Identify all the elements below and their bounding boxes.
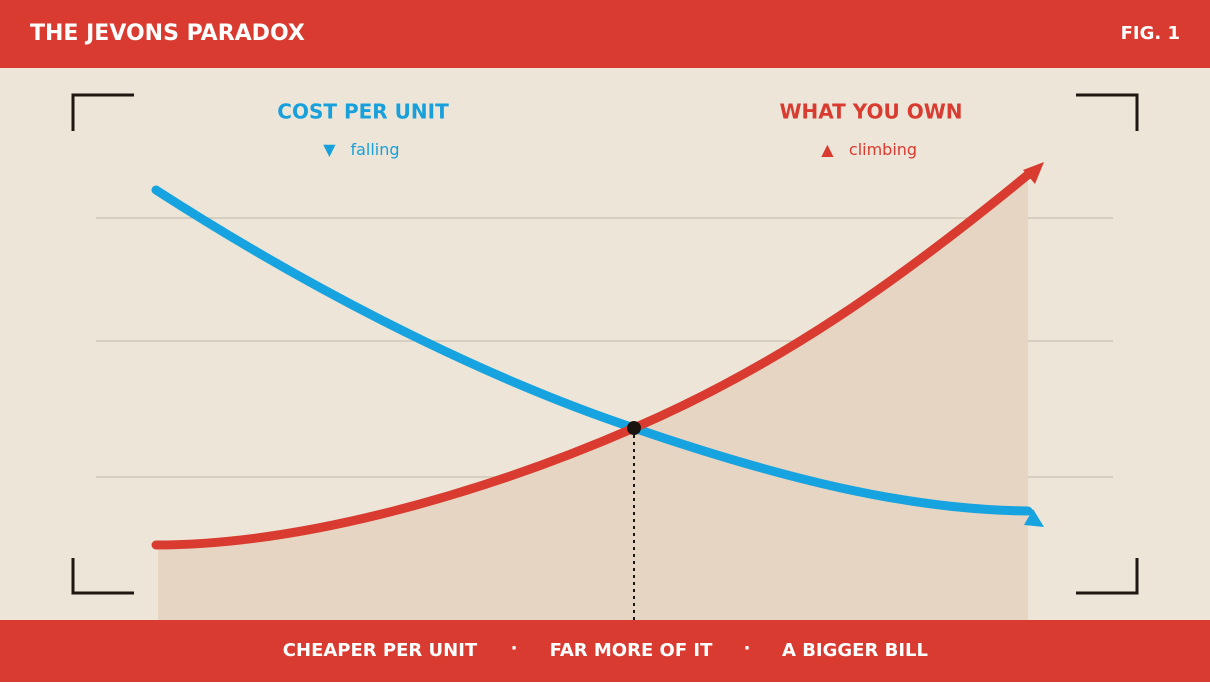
legend-label: climbing bbox=[849, 140, 917, 159]
header-title: THE JEVONS PARADOX bbox=[30, 21, 305, 46]
own-arrowhead bbox=[1023, 162, 1044, 184]
bracket bbox=[1076, 558, 1139, 595]
corner-brackets bbox=[71, 93, 1139, 595]
crossover-point bbox=[627, 421, 641, 435]
legend-marker: ▼ bbox=[323, 140, 336, 159]
legend-sub: ▲ climbing bbox=[821, 140, 917, 159]
legend-title: WHAT YOU OWN bbox=[779, 100, 962, 124]
footer-item: CHEAPER PER UNIT bbox=[283, 640, 478, 661]
footer-item: A BIGGER BILL bbox=[782, 640, 928, 661]
legend-marker: ▲ bbox=[821, 140, 834, 159]
footer-separator: · bbox=[511, 638, 518, 659]
cost-arrowhead bbox=[1024, 509, 1044, 527]
bracket bbox=[71, 558, 134, 595]
header-bar bbox=[0, 0, 1210, 68]
bracket bbox=[71, 93, 134, 131]
figure-label: FIG. 1 bbox=[1121, 23, 1180, 44]
footer: CHEAPER PER UNIT · FAR MORE OF IT · A BI… bbox=[283, 638, 928, 661]
footer-bar bbox=[0, 620, 1210, 682]
legend-label: falling bbox=[350, 140, 399, 159]
footer-item: FAR MORE OF IT bbox=[550, 640, 713, 661]
legend-title: COST PER UNIT bbox=[277, 100, 449, 124]
legend-sub: ▼ falling bbox=[323, 140, 399, 159]
footer-separator: · bbox=[744, 638, 751, 659]
cost-curve bbox=[151, 185, 1033, 516]
owned-area bbox=[158, 175, 1028, 620]
bracket bbox=[1076, 93, 1139, 131]
